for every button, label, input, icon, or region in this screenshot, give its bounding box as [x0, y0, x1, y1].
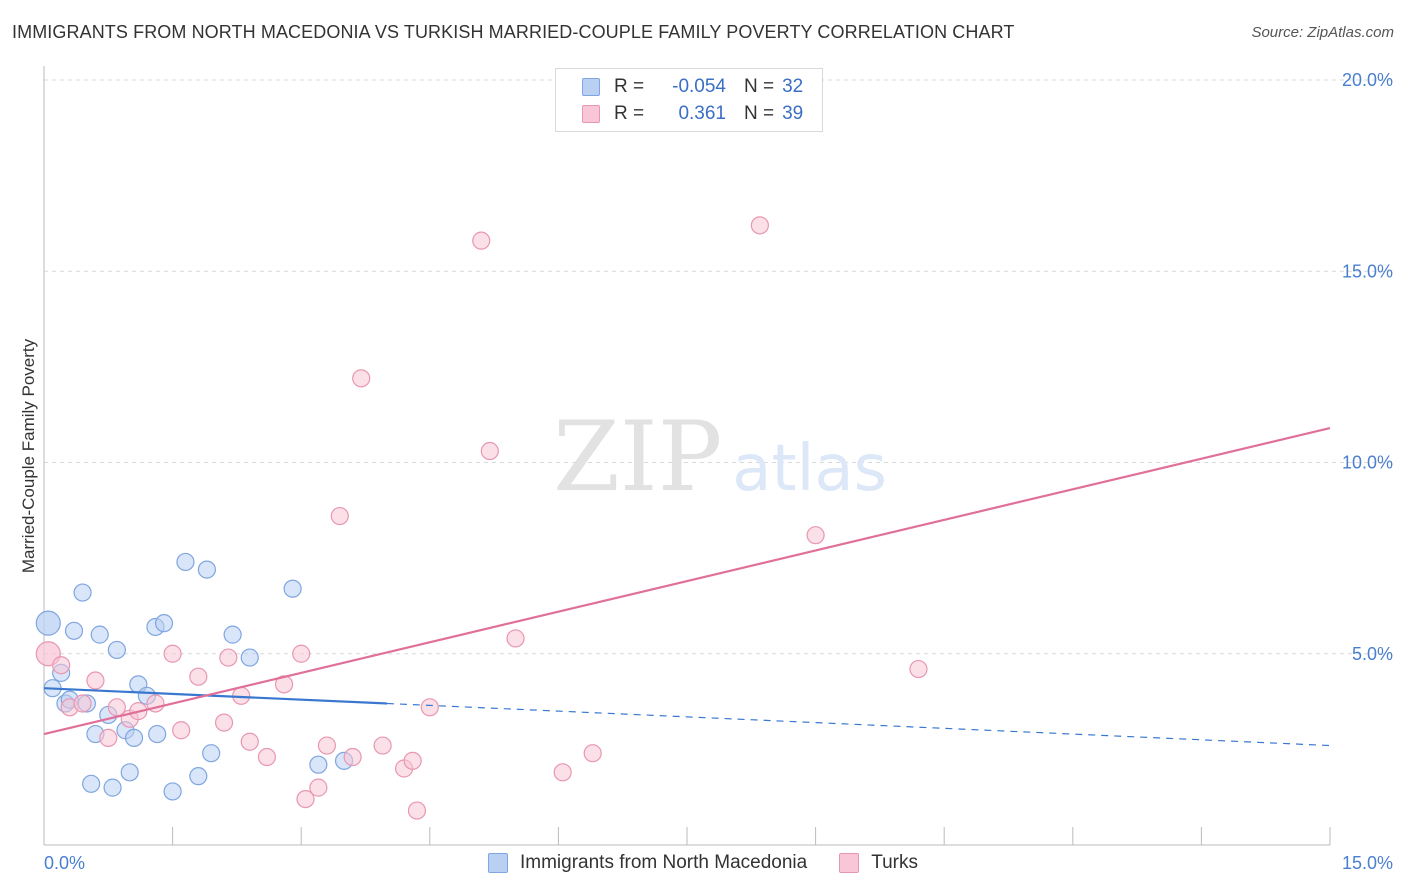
blue-data-point [120, 763, 139, 782]
pink-data-point [583, 744, 602, 763]
legend-swatch-pink [582, 105, 600, 123]
blue-data-point [124, 728, 144, 748]
pink-data-point [309, 778, 328, 797]
y-axis-label: Married-Couple Family Poverty [19, 338, 38, 573]
blue-data-point [309, 755, 328, 774]
tick-labels: 5.0% 10.0% 15.0% 20.0% 0.0% 15.0% [44, 70, 1393, 873]
y-tick-label: 5.0% [1352, 644, 1393, 664]
y-tick-label: 20.0% [1342, 70, 1393, 90]
pink-data-point [420, 698, 439, 717]
blue-data-point [240, 648, 259, 667]
blue-data-point [35, 610, 61, 636]
pink-data-point [330, 506, 349, 526]
pink-data-point [86, 671, 105, 690]
blue-data-point [90, 625, 109, 644]
bottom-legend: Immigrants from North Macedonia Turks [0, 852, 1406, 874]
pink-data-point [472, 231, 491, 250]
pink-data-point [373, 736, 392, 755]
pink-data-point [292, 644, 311, 663]
bottom-legend-label: Turks [871, 852, 918, 873]
pink-data-point [403, 751, 422, 770]
bottom-legend-swatch-pink [839, 853, 860, 873]
pink-data-point [52, 656, 71, 675]
blue-data-point [189, 767, 208, 786]
pink-data-point [73, 694, 92, 713]
y-tick-label: 15.0% [1342, 261, 1393, 281]
pink-data-point [257, 747, 277, 767]
pink-data-point [750, 216, 769, 235]
pink-data-point [189, 667, 208, 686]
pink-data-point [806, 526, 825, 545]
gridlines [44, 79, 1392, 655]
legend-swatch-blue [582, 78, 600, 96]
blue-data-point [64, 621, 84, 640]
blue-data-point [176, 552, 195, 572]
x-tick-label: 0.0% [44, 853, 85, 873]
blue-data-point [148, 724, 167, 744]
blue-data-point [283, 579, 302, 598]
pink-data-point [506, 629, 525, 648]
blue-data-point [154, 614, 174, 633]
pink-data-point [480, 441, 499, 461]
pink-data-point [317, 736, 337, 755]
legend-r-value: 0.361 [678, 103, 726, 124]
blue-trend-line-dashed [386, 702, 1331, 747]
bottom-legend-swatch-blue [487, 853, 508, 873]
legend-row-blue: R = -0.054 N = 32 [582, 74, 803, 100]
pink-data-point [240, 732, 259, 751]
blue-data-point [163, 782, 182, 801]
legend-row-pink: R = 0.361 N = 39 [582, 101, 803, 127]
legend-box: R = -0.054 N = 32 R = 0.361 N = 39 [555, 68, 823, 132]
blue-data-point [73, 583, 92, 602]
pink-data-point [163, 644, 182, 663]
trend-lines [43, 427, 1331, 747]
data-points [35, 216, 928, 820]
bottom-legend-item-blue: Immigrants from North Macedonia [487, 852, 808, 874]
legend-r-label: R = [614, 103, 645, 124]
pink-data-point [219, 648, 238, 667]
pink-data-point [99, 728, 118, 748]
blue-data-point [197, 560, 216, 579]
legend-r-value: -0.054 [672, 76, 726, 97]
blue-data-point [223, 625, 242, 644]
legend-n-label: N = [744, 76, 775, 97]
pink-data-point [352, 369, 371, 388]
blue-data-point [202, 744, 221, 763]
pink-data-point [172, 721, 191, 740]
pink-data-point [909, 659, 928, 679]
watermark-zip: ZIP [553, 401, 722, 513]
axes [43, 66, 1331, 846]
pink-data-point [296, 789, 315, 809]
y-tick-label: 10.0% [1342, 453, 1393, 473]
pink-trend-line [43, 427, 1331, 736]
x-tick-label: 15.0% [1342, 853, 1393, 873]
watermark-atlas: atlas [732, 432, 887, 506]
blue-data-point [82, 774, 101, 793]
legend-r-label: R = [614, 76, 645, 97]
legend-n-label: N = [744, 103, 775, 124]
pink-data-point [343, 747, 362, 767]
blue-trend-line-solid [43, 687, 387, 705]
blue-data-point [107, 640, 126, 660]
source-label: Source: ZipAtlas.com [1251, 24, 1394, 41]
watermark: ZIP atlas [553, 401, 887, 513]
pink-data-point [553, 763, 572, 782]
pink-data-point [407, 801, 427, 820]
legend-n-value: 39 [782, 103, 804, 124]
pink-data-point [214, 713, 234, 732]
chart-title: IMMIGRANTS FROM NORTH MACEDONIA VS TURKI… [12, 22, 1015, 42]
bottom-legend-label: Immigrants from North Macedonia [519, 852, 808, 873]
bottom-legend-item-pink: Turks [839, 852, 918, 874]
legend-n-value: 32 [782, 76, 804, 97]
blue-data-point [103, 778, 122, 797]
